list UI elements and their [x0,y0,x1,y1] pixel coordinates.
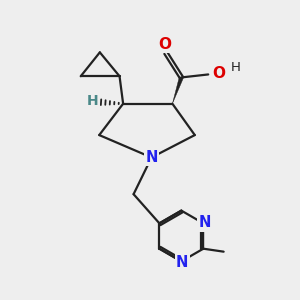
Text: O: O [158,37,171,52]
Polygon shape [172,77,183,104]
Text: H: H [231,61,241,74]
Text: O: O [212,66,225,81]
Text: H: H [87,94,98,108]
Text: N: N [145,150,158,165]
Text: N: N [176,255,188,270]
Text: N: N [199,215,211,230]
